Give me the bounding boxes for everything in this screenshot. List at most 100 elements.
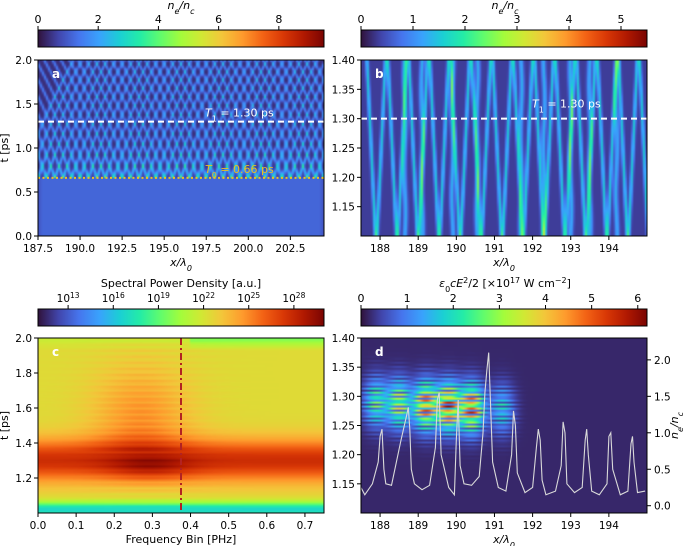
- x-tick-label: 0.3: [144, 520, 161, 532]
- x-tick-label: 192.5: [107, 243, 137, 255]
- colorbar-tick-label: 1028: [282, 291, 305, 306]
- panel-b: ne/nc 0 1 2 3 4 5 T1 = 1.30 ps 188 189 190 191 19…: [332, 0, 648, 273]
- colorbar-b: [360, 29, 648, 48]
- x-tick-label: 200.0: [233, 243, 263, 255]
- y-tick-label: 1.35: [332, 84, 355, 96]
- y-tick-label: 1.40: [332, 333, 355, 345]
- annotation-label: T1 = 1.30 ps: [532, 98, 601, 115]
- y-tick-label: 2.0: [15, 333, 32, 345]
- right-y-tick-label: 0.0: [654, 501, 671, 513]
- axes-a: 187.5 190.0 192.5 195.0 197.5 200.0 202.5 0.0 0.…: [0, 55, 325, 273]
- colorbar-tick-label: 6: [215, 13, 222, 26]
- y-tick-label: 1.35: [332, 362, 355, 374]
- colorbar-ticks-a: 0 2 4 6 8: [35, 13, 282, 30]
- colorbar-tick-label: 3: [496, 292, 503, 305]
- colorbar-tick-label: 1022: [192, 291, 215, 306]
- x-tick-label: 190: [446, 243, 466, 255]
- heatmap-image: [361, 338, 647, 513]
- y-tick-label: 1.30: [332, 391, 355, 403]
- panel-label-b: b: [375, 67, 384, 81]
- y-tick-label: 2.0: [15, 55, 32, 67]
- colorbar-tick-label: 1: [410, 13, 417, 26]
- y-tick-label: 0.5: [15, 187, 32, 199]
- axes-d: 188 189 190 191 192 193 194 1.15 1.20 1.25 1.30 1.3…: [332, 333, 685, 546]
- colorbar-tick-label: 2: [95, 13, 102, 26]
- y-tick-label: 1.25: [332, 421, 355, 433]
- y-tick-label: 1.15: [332, 202, 355, 214]
- y-axis-label: t [ps]: [0, 411, 11, 440]
- axes-frame: [37, 337, 325, 514]
- x-axis-label: Frequency Bin [PHz]: [126, 533, 237, 546]
- axes-c: 0.0 0.1 0.2 0.3 0.4 0.5 0.6 0.7 1.2 1.4 1.6 1.8 2.0 F…: [0, 333, 325, 546]
- colorbar-tick-label: 3: [514, 13, 521, 26]
- y-tick-label: 1.0: [15, 143, 32, 155]
- x-axis-label: x/λ0: [492, 533, 515, 546]
- x-tick-label: 193: [561, 520, 581, 532]
- y-tick-label: 1.6: [15, 403, 32, 415]
- panel-label-a: a: [52, 67, 60, 81]
- x-tick-label: 192: [523, 520, 543, 532]
- plot-area-b: T1 = 1.30 ps: [361, 60, 647, 236]
- y-tick-label: 1.8: [15, 368, 32, 380]
- x-tick-label: 0.0: [30, 520, 47, 532]
- colorbar-tick-label: 5: [618, 13, 625, 26]
- x-tick-label: 189: [408, 520, 428, 532]
- panel-d: ε0cE2/2 [×1017 W cm−2] 0 1 2 3 4 5 6 188 189 190…: [332, 276, 685, 546]
- right-y-tick-label: 0.5: [654, 464, 671, 476]
- colorbar-tick-label: 4: [542, 292, 549, 305]
- panel-a: ne/nc 0 2 4 6 8 T1 = 1.30 ps T0 = 0.66 ps 187…: [0, 0, 325, 273]
- colorbar-tick-label: 0: [358, 13, 365, 26]
- x-tick-label: 188: [370, 520, 390, 532]
- colorbar-ticks-d: 0 1 2 3 4 5 6: [358, 292, 641, 309]
- y-tick-label: 1.20: [332, 450, 355, 462]
- x-axis-label: x/λ0: [492, 256, 515, 273]
- y-axis-label: t [ps]: [0, 133, 11, 162]
- y-tick-label: 1.15: [332, 479, 355, 491]
- panel-label-c: c: [52, 345, 59, 359]
- right-y-tick-label: 2.0: [654, 355, 671, 367]
- x-tick-label: 194: [599, 520, 619, 532]
- colorbar-tick-label: 2: [462, 13, 469, 26]
- panel-label-d: d: [375, 345, 384, 359]
- x-tick-label: 194: [599, 243, 619, 255]
- panel-c: Spectral Power Density [a.u.] 1013 1016 10…: [0, 277, 325, 546]
- colorbar-tick-label: 0: [358, 292, 365, 305]
- axes-b: 188 189 190 191 192 193 194 1.15 1.20 1.25 1.30 1.3…: [332, 55, 648, 273]
- right-y-tick-label: 1.5: [654, 391, 671, 403]
- y-tick-label: 1.25: [332, 143, 355, 155]
- annotation-label: T1 = 1.30 ps: [205, 107, 274, 124]
- colorbar-tick-label: 8: [275, 13, 282, 26]
- y-tick-label: 1.2: [15, 473, 32, 485]
- x-tick-label: 193: [561, 243, 581, 255]
- x-tick-label: 188: [370, 243, 390, 255]
- colorbar-tick-label: 2: [450, 292, 457, 305]
- colorbar-tick-label: 4: [566, 13, 573, 26]
- x-tick-label: 189: [408, 243, 428, 255]
- plot-area-a: T1 = 1.30 ps T0 = 0.66 ps: [38, 60, 324, 236]
- x-tick-label: 190: [446, 520, 466, 532]
- colorbar-a: [37, 29, 325, 48]
- x-axis-label: x/λ0: [169, 256, 192, 273]
- plot-area-d: [360, 338, 647, 513]
- x-tick-label: 202.5: [275, 243, 305, 255]
- colorbar-tick-label: 1025: [237, 291, 260, 306]
- colorbar-tick-label: 1016: [102, 291, 125, 306]
- colorbar-tick-label: 1: [404, 292, 411, 305]
- plot-area-c: [38, 338, 324, 513]
- colorbar-c: [37, 308, 325, 327]
- x-tick-label: 0.1: [68, 520, 85, 532]
- x-tick-label: 191: [484, 243, 504, 255]
- x-tick-label: 0.7: [297, 520, 314, 532]
- x-tick-label: 195.0: [149, 243, 179, 255]
- right-y-tick-label: 1.0: [654, 428, 671, 440]
- annotation-label: T0 = 0.66 ps: [205, 163, 274, 180]
- y-tick-label: 1.5: [15, 99, 32, 111]
- y-tick-label: 1.30: [332, 114, 355, 126]
- y-tick-label: 0.0: [15, 231, 32, 243]
- density-line: [360, 352, 646, 497]
- heatmap-image: [38, 60, 324, 236]
- colorbar-ticks-b: 0 1 2 3 4 5: [358, 13, 625, 30]
- x-tick-label: 197.5: [191, 243, 221, 255]
- y-tick-label: 1.20: [332, 172, 355, 184]
